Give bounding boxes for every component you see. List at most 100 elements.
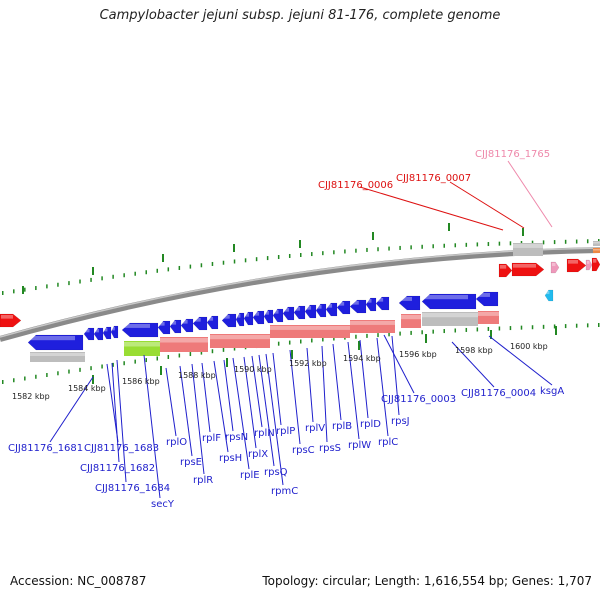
leader-line [332, 343, 342, 421]
lower-tick [487, 326, 490, 331]
upper-tick [300, 253, 302, 257]
lower-tick [112, 362, 114, 367]
upper-major-tick [92, 267, 94, 275]
upper-tick [24, 287, 26, 292]
ribosomal-gene-arrow-gloss [208, 317, 214, 321]
pseudo-gene-block [513, 243, 543, 256]
label-leader-lines [49, 160, 553, 499]
forward-gene-arrow-gloss [1, 315, 13, 319]
reverse-gene-arrow [83, 327, 95, 341]
rrna-segment-block [210, 334, 270, 348]
rrna-segment-block [401, 314, 421, 328]
gene-label-rplw: rplW [348, 440, 371, 451]
upper-tick [178, 265, 181, 270]
scale-label-1588: 1588 kbp [178, 371, 216, 380]
ribosomal-gene-arrow-gloss [274, 310, 279, 314]
lower-tick [509, 326, 512, 331]
genome-axis-highlight [0, 247, 600, 338]
forward-gene-arrow-gloss [500, 265, 507, 269]
leader-line [391, 335, 400, 416]
upper-tick [388, 246, 390, 251]
upper-tick [487, 242, 490, 247]
upper-tick [322, 251, 324, 256]
upper-tick [564, 239, 567, 244]
ribosomal-gene-arrow-gloss [351, 301, 359, 305]
reverse-gene-arrow-gloss [95, 329, 99, 333]
ribosomal-gene-arrow-gloss [327, 304, 333, 308]
reverse-gene-arrow-gloss [477, 293, 490, 297]
ribosomal-gene-arrow [192, 316, 208, 331]
leader-line [359, 339, 369, 419]
forward-gene-arrow-gloss [568, 260, 578, 264]
ribosomal-gene-arrow-gloss [306, 306, 312, 310]
rrna-segment-block-gloss [350, 321, 395, 325]
leader-line [376, 337, 389, 437]
ribosomal-gene-arrow-gloss [194, 318, 201, 322]
genome-title: Campylobacter jejuni subsp. jejuni 81-17… [99, 8, 501, 23]
upper-tick [509, 241, 512, 246]
ribosomal-gene-arrow [282, 306, 295, 321]
pink-gene-arrow-gloss [587, 261, 590, 264]
gene-label-rplv: rplV [305, 423, 325, 434]
lower-major-tick [425, 334, 427, 343]
gene-label-rpss: rpsS [319, 443, 341, 454]
rrna-segment-block-gloss [160, 338, 208, 343]
gene-label-cjj81176-1682: CJJ81176_1682 [80, 463, 155, 474]
leader-line [49, 376, 94, 443]
ribosomal-gene-arrow-gloss [284, 308, 290, 312]
forward-gene-arrow [591, 257, 600, 272]
gene-label-cjj81176-1684: CJJ81176_1684 [95, 483, 170, 494]
upper-tick [399, 245, 401, 250]
pink-gene-arrow [550, 261, 560, 274]
gene-label-rple: rplE [240, 470, 260, 481]
gene-label-rpln: rplN [254, 428, 275, 439]
lower-tick [465, 327, 468, 332]
cyan-gene-arrow [544, 289, 554, 302]
reverse-gene-arrow [110, 325, 119, 339]
upper-tick [222, 260, 225, 265]
orange-gene-block [593, 248, 600, 253]
ribosomal-gene-arrow [293, 305, 306, 320]
lower-tick [388, 332, 390, 337]
gene-label-rplr: rplR [193, 475, 213, 486]
forward-gene-arrow-gloss [593, 259, 597, 263]
lower-major-tick [160, 366, 162, 375]
leader-line [251, 355, 263, 428]
upper-major-tick [22, 286, 24, 294]
leader-line [111, 362, 120, 463]
lower-tick [68, 369, 70, 374]
forward-gene-arrow [511, 262, 545, 277]
ribosomal-gene-arrow-gloss [338, 302, 345, 306]
pseudo-gene-block [422, 312, 478, 326]
reverse-gene-arrow-gloss [29, 336, 75, 341]
upper-tick [410, 245, 412, 250]
ribosomal-gene-arrow [325, 302, 338, 317]
ribosomal-gene-arrow [169, 319, 182, 334]
gene-label-cjj81176-1683: CJJ81176_1683 [84, 443, 159, 454]
pseudo-gene-block-gloss [513, 244, 543, 248]
upper-major-tick [522, 228, 524, 236]
lower-tick [443, 329, 445, 334]
upper-major-tick [372, 232, 374, 240]
lower-tick [377, 333, 379, 338]
lower-tick [288, 340, 291, 345]
gene-label-cjj81176-0006: CJJ81176_0006 [318, 180, 393, 191]
pseudo-gene-block-gloss [593, 242, 600, 244]
leader-line [223, 359, 234, 432]
ribosomal-gene-arrow [336, 300, 351, 315]
upper-tick [311, 252, 313, 257]
reverse-gene-arrow [475, 291, 499, 307]
lower-tick [46, 373, 48, 378]
lower-tick [57, 371, 59, 376]
upper-tick [200, 263, 203, 268]
upper-tick [432, 244, 434, 249]
leader-line [383, 334, 415, 394]
ribosomal-gene-arrow [157, 320, 171, 335]
reverse-gene-arrow [93, 327, 104, 341]
ribosomal-gene-arrow [315, 303, 327, 318]
leader-line [232, 357, 250, 470]
upper-tick [57, 282, 59, 287]
upper-tick [145, 270, 147, 275]
accession-text: Accession: NC_008787 [10, 574, 147, 588]
